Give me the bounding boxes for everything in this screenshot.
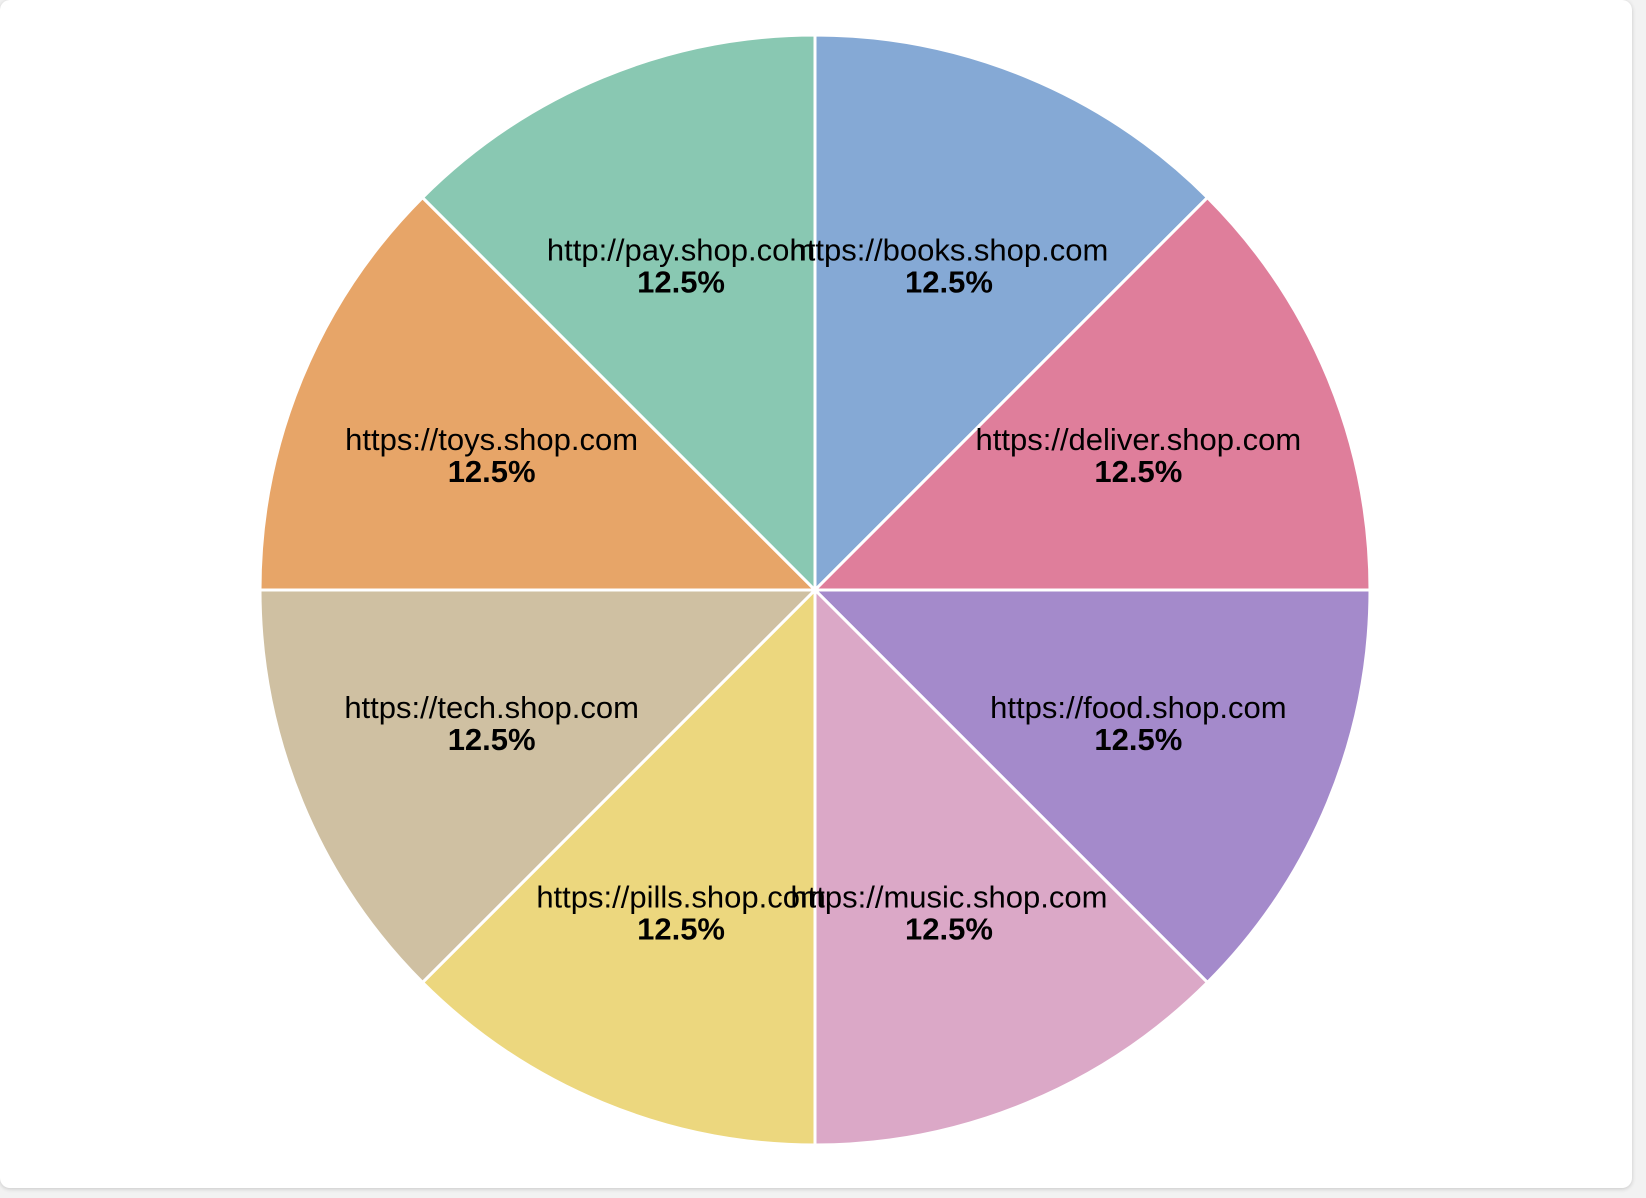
slice-label-4: https://pills.shop.com <box>536 879 825 914</box>
slice-percent-7: 12.5% <box>637 265 725 300</box>
slice-label-7: http://pay.shop.com <box>547 233 815 268</box>
pie-slices <box>258 33 1372 1147</box>
pie-slice-0[interactable] <box>813 33 1210 594</box>
slice-label-2: https://food.shop.com <box>990 690 1286 725</box>
slice-label-5: https://tech.shop.com <box>344 690 639 725</box>
slice-percent-4: 12.5% <box>637 911 725 946</box>
pie-slice-4[interactable] <box>420 586 817 1147</box>
pie-slice-7[interactable] <box>420 33 817 594</box>
pie-slice-2[interactable] <box>811 588 1372 985</box>
slice-percent-0: 12.5% <box>905 265 993 300</box>
slice-percent-6: 12.5% <box>448 454 536 489</box>
slice-label-6: https://toys.shop.com <box>345 422 638 457</box>
pie-slice-1[interactable] <box>811 195 1372 592</box>
slice-label-0: https://books.shop.com <box>790 233 1109 268</box>
pie-slice-5[interactable] <box>258 588 819 985</box>
pie-labels: https://books.shop.com12.5%https://deliv… <box>344 233 1301 947</box>
slice-percent-1: 12.5% <box>1094 454 1182 489</box>
slice-percent-2: 12.5% <box>1094 722 1182 757</box>
pie-slice-3[interactable] <box>813 586 1210 1147</box>
pie-slice-6[interactable] <box>258 195 819 592</box>
slice-label-1: https://deliver.shop.com <box>976 422 1302 457</box>
slice-label-3: https://music.shop.com <box>790 879 1107 914</box>
slice-percent-3: 12.5% <box>905 911 993 946</box>
slice-percent-5: 12.5% <box>448 722 536 757</box>
